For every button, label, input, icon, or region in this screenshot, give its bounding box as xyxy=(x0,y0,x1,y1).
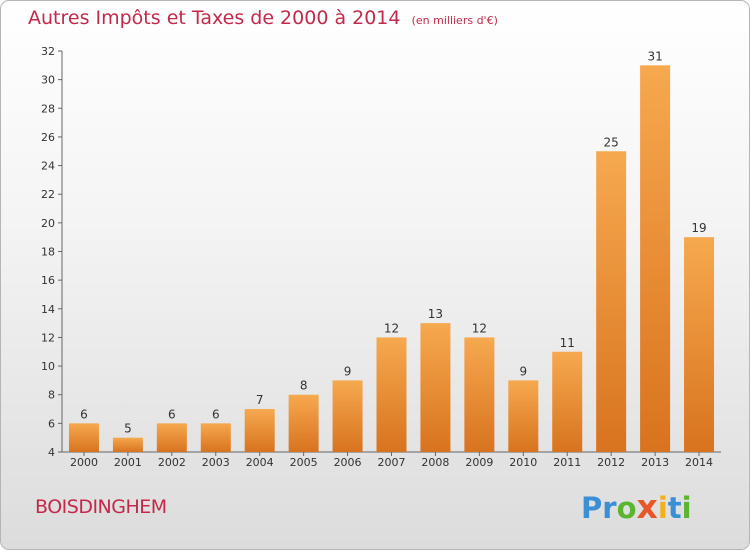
logo-letter: i xyxy=(657,491,668,525)
x-tick-label: 2014 xyxy=(685,456,713,469)
bar-2008 xyxy=(420,323,451,452)
x-tick-label: 2008 xyxy=(421,456,449,469)
x-tick-label: 2000 xyxy=(70,456,98,469)
x-tick-label: 2013 xyxy=(641,456,669,469)
y-tick-label: 14 xyxy=(41,303,55,316)
value-label: 19 xyxy=(691,221,706,235)
bar-2014 xyxy=(684,237,715,452)
x-tick-label: 2002 xyxy=(158,456,186,469)
x-tick-label: 2011 xyxy=(553,456,581,469)
bar-2011 xyxy=(552,351,583,452)
value-label: 6 xyxy=(168,407,176,421)
bar-2010 xyxy=(508,380,539,452)
x-tick-label: 2009 xyxy=(465,456,493,469)
x-tick-label: 2005 xyxy=(290,456,318,469)
chart-title-text: Autres Impôts et Taxes de 2000 à 2014 xyxy=(28,7,401,29)
y-tick-label: 12 xyxy=(41,331,55,344)
y-tick-label: 32 xyxy=(41,45,55,58)
y-tick-label: 28 xyxy=(41,102,55,115)
value-label: 6 xyxy=(80,407,88,421)
commune-name: BOISDINGHEM xyxy=(35,496,167,518)
value-label: 9 xyxy=(344,364,352,378)
y-tick-label: 22 xyxy=(41,188,55,201)
value-label: 12 xyxy=(384,321,399,335)
value-label: 6 xyxy=(212,407,220,421)
bar-2001 xyxy=(112,437,143,452)
logo-letter: P xyxy=(581,491,603,525)
value-label: 5 xyxy=(124,422,132,436)
bar-2013 xyxy=(640,65,671,453)
chart-title: Autres Impôts et Taxes de 2000 à 2014 (e… xyxy=(28,7,498,29)
y-tick-label: 6 xyxy=(48,417,55,430)
x-tick-label: 2004 xyxy=(246,456,274,469)
bar-2003 xyxy=(200,423,231,452)
x-tick-label: 2010 xyxy=(509,456,537,469)
x-tick-label: 2003 xyxy=(202,456,230,469)
chart-unit: (en milliers d'€) xyxy=(411,14,498,27)
value-label: 13 xyxy=(428,307,443,321)
logo-letter: t xyxy=(667,491,682,525)
x-tick-label: 2012 xyxy=(597,456,625,469)
value-label: 25 xyxy=(604,135,619,149)
y-tick-label: 18 xyxy=(41,246,55,259)
logo-letter: i xyxy=(681,491,692,525)
bar-2000 xyxy=(68,423,99,452)
value-label: 11 xyxy=(560,336,575,350)
bar-2002 xyxy=(156,423,187,452)
bar-2012 xyxy=(596,151,627,452)
logo-letter: r xyxy=(602,491,617,525)
logo-letter: x xyxy=(636,487,658,526)
x-tick-label: 2007 xyxy=(378,456,406,469)
logo-letter: o xyxy=(616,491,637,525)
bar-2007 xyxy=(376,337,407,452)
x-tick-label: 2006 xyxy=(334,456,362,469)
value-label: 9 xyxy=(519,364,527,378)
y-tick-label: 30 xyxy=(41,74,55,87)
value-label: 8 xyxy=(300,379,308,393)
y-tick-label: 8 xyxy=(48,389,55,402)
y-tick-label: 10 xyxy=(41,360,55,373)
proxiti-logo[interactable]: Proxiti xyxy=(581,487,692,526)
y-tick-label: 24 xyxy=(41,160,55,173)
value-label: 12 xyxy=(472,321,487,335)
value-label: 7 xyxy=(256,393,264,407)
y-tick-label: 16 xyxy=(41,274,55,287)
bar-2004 xyxy=(244,409,275,452)
value-label: 31 xyxy=(647,49,662,63)
bar-2006 xyxy=(332,380,363,452)
y-tick-label: 20 xyxy=(41,217,55,230)
bar-2009 xyxy=(464,337,495,452)
bar-2005 xyxy=(288,394,319,452)
y-tick-label: 26 xyxy=(41,131,55,144)
y-tick-label: 4 xyxy=(48,446,55,459)
x-tick-label: 2001 xyxy=(114,456,142,469)
